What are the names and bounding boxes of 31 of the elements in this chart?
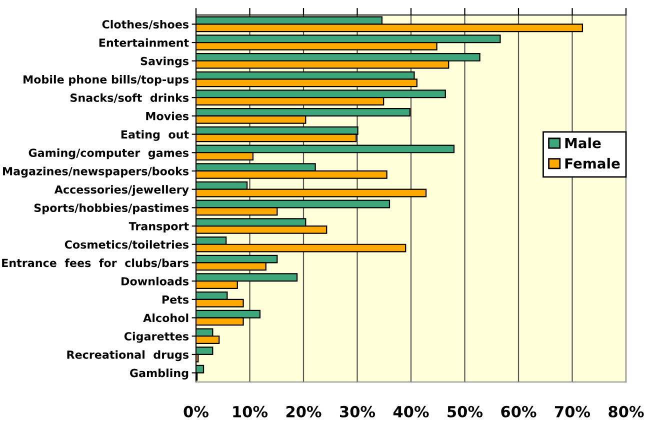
y-tick-label: Gaming/computer games — [28, 148, 189, 160]
x-tick-label: 10% — [233, 406, 268, 418]
y-tick-label: Clothes/shoes — [102, 20, 189, 30]
x-tick-label: 40% — [393, 406, 429, 418]
y-tick-label: Mobile phone bills/top-ups — [24, 75, 189, 86]
y-tick-label: Recreational drugs — [67, 350, 189, 362]
legend-label: Male — [565, 138, 601, 148]
y-tick-label: Cigarettes — [124, 332, 189, 343]
y-tick-label: Sports/hobbies/pastimes — [34, 203, 189, 214]
y-tick-label: Cosmetics/toiletries — [64, 240, 189, 250]
legend-label: Female — [565, 158, 620, 169]
y-tick-label: Transport — [128, 222, 189, 233]
x-tick-label: 0% — [184, 406, 208, 418]
x-tick-label: 50% — [448, 406, 483, 418]
x-tick-label: 70% — [554, 406, 590, 418]
y-tick-label: Downloads — [122, 276, 189, 286]
y-tick-label: Alcohol — [143, 314, 188, 322]
x-tick-label: 60% — [501, 406, 536, 418]
x-tick-label: 80% — [608, 406, 644, 418]
y-tick-label: Snacks/soft drinks — [70, 93, 189, 103]
y-tick-label: Eating out — [121, 130, 189, 141]
x-tick-label: 20% — [286, 406, 322, 418]
y-tick-label: Movies — [146, 112, 189, 120]
y-tick-label: Entrance fees for clubs/bars — [2, 258, 189, 268]
y-tick-label: Entertainment — [99, 38, 189, 47]
y-tick-label: Pets — [162, 296, 189, 304]
y-tick-label: Magazines/newspapers/books — [3, 166, 189, 178]
y-tick-label: Savings — [140, 56, 189, 68]
x-tick-label: 30% — [340, 406, 376, 418]
y-tick-label: Gambling — [130, 368, 188, 380]
y-tick-label: Accessories/jewellery — [54, 185, 189, 196]
